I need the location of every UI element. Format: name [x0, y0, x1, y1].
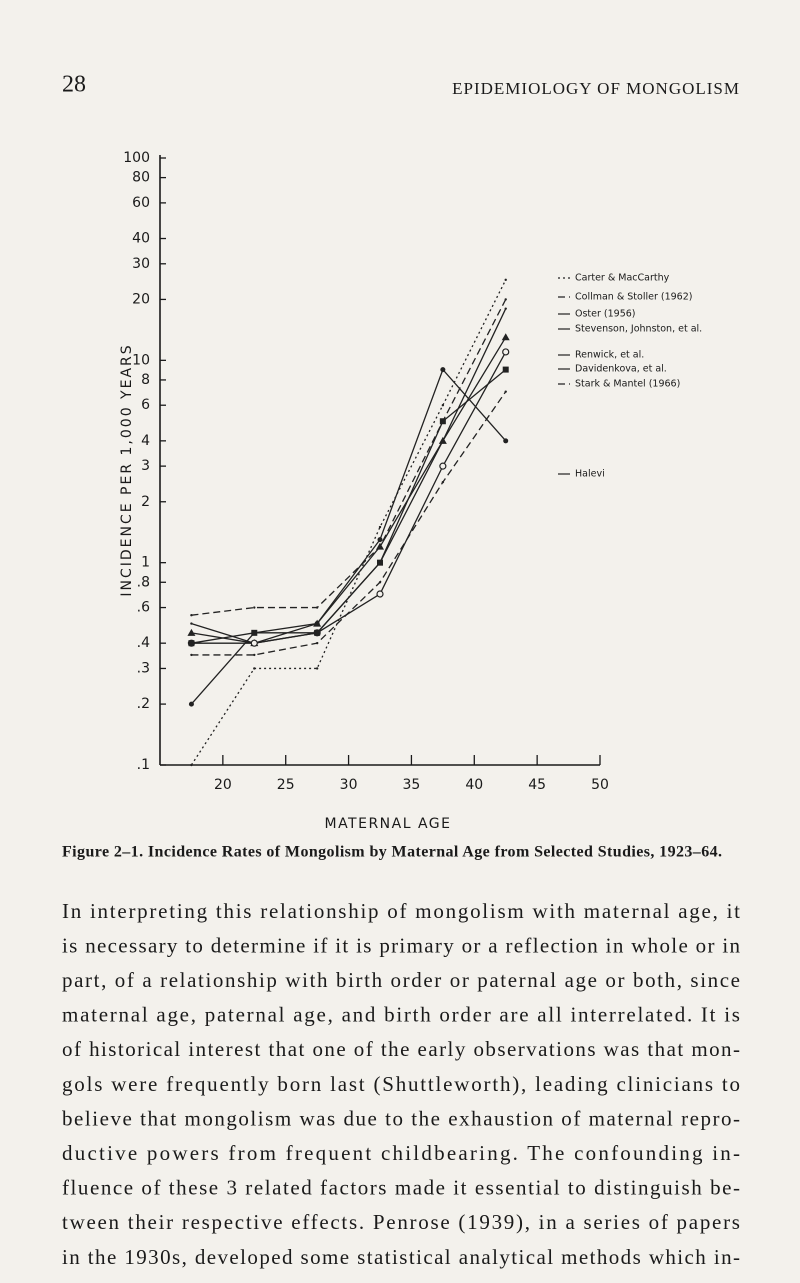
series-line	[191, 308, 507, 644]
x-axis-title: MATERNAL AGE	[324, 816, 451, 832]
data-point	[438, 436, 447, 444]
data-point	[504, 278, 507, 282]
data-point	[314, 629, 321, 636]
y-tick-label: 40	[132, 231, 150, 247]
x-tick-label: 40	[465, 777, 483, 793]
body-line: is necessary to determine if it is prima…	[62, 933, 740, 957]
y-tick-label: 30	[132, 256, 150, 272]
body-text: In interpreting this relationship of mon…	[62, 899, 740, 1269]
y-tick-label: 1	[141, 555, 150, 571]
data-point	[314, 621, 320, 627]
y-tick-label: .8	[137, 574, 150, 590]
legend-label: Davidenkova, et al.	[575, 364, 667, 375]
data-point	[315, 606, 319, 609]
y-tick-label: 100	[123, 150, 150, 166]
legend-label: Stevenson, Johnston, et al.	[575, 324, 702, 335]
y-tick-label: .3	[137, 660, 150, 676]
data-point	[377, 537, 383, 543]
data-point	[377, 559, 383, 566]
legend-label: Renwick, et al.	[575, 350, 644, 361]
series-line	[190, 368, 507, 705]
legend-label: Oster (1956)	[575, 309, 636, 320]
body-line: fluence of these 3 related factors made …	[62, 1176, 740, 1200]
data-point	[376, 542, 384, 550]
data-point	[441, 480, 445, 484]
data-point	[502, 348, 510, 356]
data-point	[315, 667, 319, 670]
data-point	[250, 639, 258, 647]
y-tick-label: .4	[137, 635, 150, 651]
y-tick-label: 60	[132, 195, 150, 211]
data-point	[504, 390, 507, 393]
data-point	[190, 653, 193, 657]
y-tick-label: .1	[137, 757, 150, 773]
page-number: 28	[62, 72, 86, 98]
body-line: In interpreting this relationship of mon…	[62, 899, 740, 923]
y-tick-label: 10	[132, 352, 150, 368]
data-point	[378, 525, 382, 529]
legend-label: Collman & Stoller (1962)	[575, 292, 692, 303]
body-line: part, of a relationship with birth order…	[62, 968, 740, 992]
data-point	[501, 333, 510, 341]
x-tick-label: 50	[591, 777, 609, 793]
x-tick-label: 30	[340, 777, 358, 793]
series-line	[190, 279, 507, 766]
data-point	[188, 701, 194, 707]
series-line	[191, 299, 507, 616]
y-tick-label: 6	[141, 397, 150, 413]
series-line	[191, 391, 507, 656]
data-point	[188, 640, 195, 647]
body-line: in the 1930s, developed some statistical…	[62, 1245, 740, 1269]
data-point	[187, 628, 196, 636]
body-line: maternal age, paternal age, and birth or…	[62, 1003, 740, 1027]
data-point	[251, 630, 257, 636]
figure-caption: Figure 2–1. Incidence Rates of Mongolism…	[62, 844, 722, 861]
y-axis-title: INCIDENCE PER 1,000 YEARS	[119, 343, 135, 596]
y-tick-label: 4	[141, 433, 150, 449]
chart: 100 80 60 40 30 20 10 8 6 4 3 2 1 .8 .6 .4 .3 .2 .1 20 25 30 3…	[123, 150, 702, 793]
y-tick-label: 20	[132, 291, 150, 307]
y-tick-label: 3	[141, 458, 150, 474]
data-point	[190, 763, 193, 767]
legend-label: Halevi	[575, 469, 605, 480]
x-tick-label: 35	[403, 777, 421, 793]
data-point	[504, 298, 507, 301]
data-point	[439, 462, 447, 470]
body-line: gols were frequently born last (Shuttlew…	[62, 1072, 740, 1096]
body-line: ductive powers from frequent childbearin…	[62, 1141, 740, 1165]
body-line: believe that mongolism was due to the ex…	[62, 1106, 740, 1130]
data-point	[253, 667, 256, 670]
data-point	[253, 606, 256, 609]
x-tick-label: 25	[277, 777, 295, 793]
data-point	[504, 307, 507, 310]
y-tick-label: .2	[137, 696, 150, 712]
y-tick-label: 8	[141, 372, 150, 388]
y-tick-label: 80	[132, 170, 150, 186]
data-point	[190, 622, 193, 625]
x-tick-label: 20	[214, 777, 232, 793]
y-tick-label: 2	[141, 494, 150, 510]
data-point	[190, 613, 193, 617]
body-line: tween their respective effects. Penrose …	[62, 1210, 740, 1234]
series-line	[191, 336, 507, 644]
body-line: of historical interest that one of the e…	[62, 1037, 740, 1061]
series-line	[191, 351, 507, 644]
data-point	[253, 653, 256, 657]
running-title: EPIDEMIOLOGY OF MONGOLISM	[452, 79, 740, 98]
data-point	[376, 590, 384, 598]
legend-label: Stark & Mantel (1966)	[575, 379, 680, 390]
data-point	[440, 367, 446, 373]
data-point	[439, 418, 446, 425]
data-point	[503, 438, 509, 444]
y-tick-label: .6	[137, 600, 150, 616]
data-point	[315, 641, 319, 645]
x-tick-label: 45	[528, 777, 546, 793]
data-point	[441, 404, 445, 407]
series-line	[191, 369, 507, 644]
data-point	[378, 581, 382, 584]
legend-label: Carter & MacCarthy	[575, 273, 670, 284]
data-point	[502, 366, 509, 373]
